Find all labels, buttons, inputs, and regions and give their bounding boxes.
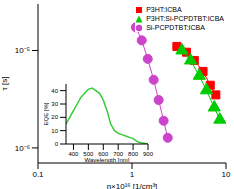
svg-text:0: 0: [55, 141, 59, 147]
svg-text:40: 40: [51, 88, 58, 94]
svg-text:900: 900: [143, 151, 154, 157]
svg-text:30: 30: [51, 101, 58, 107]
svg-text:10: 10: [51, 128, 58, 134]
svg-text:1: 1: [130, 170, 135, 179]
svg-text:600: 600: [98, 151, 109, 158]
svg-text:700: 700: [113, 151, 124, 158]
svg-text:0.1: 0.1: [32, 170, 44, 179]
html-text:P3HT:ICBA: P3HT:ICBA: [146, 6, 182, 13]
html-text:P3HT:Si-PCPDTBT:ICBA: P3HT:Si-PCPDTBT:ICBA: [146, 15, 224, 22]
svg-text:τ [s]: τ [s]: [8, 77, 9, 91]
svg-text:400: 400: [68, 151, 79, 157]
svg-text:500: 500: [83, 151, 94, 158]
svg-text:20: 20: [51, 114, 58, 120]
svg-text:Wavelength [nm]: Wavelength [nm]: [85, 157, 130, 162]
svg-text:800: 800: [128, 151, 139, 157]
html-text:Si-PCPDTBT:ICBA: Si-PCPDTBT:ICBA: [146, 24, 205, 31]
svg-text:10⁻⁶: 10⁻⁶: [15, 144, 30, 153]
svg-text:EQE [%]: EQE [%]: [44, 102, 49, 125]
svg-text:10⁻⁵: 10⁻⁵: [15, 46, 30, 55]
svg-text:n×10¹⁶ [1/cm³]: n×10¹⁶ [1/cm³]: [107, 182, 158, 189]
svg-text:10: 10: [222, 170, 226, 179]
